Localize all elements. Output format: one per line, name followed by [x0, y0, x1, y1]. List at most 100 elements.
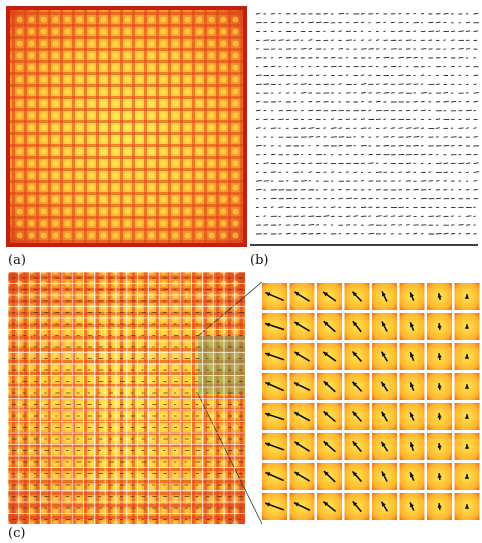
vector: [459, 57, 464, 58]
vector: [279, 225, 281, 226]
vector: [474, 207, 476, 208]
vector: [309, 145, 311, 146]
vector: [399, 13, 402, 14]
vector: [294, 40, 300, 41]
panel-label: (b): [250, 253, 268, 268]
vector: [316, 207, 318, 208]
vector: [369, 216, 371, 217]
vector: [391, 119, 396, 120]
vector: [406, 225, 409, 226]
vector: [459, 66, 461, 67]
vector: [399, 145, 404, 146]
vector: [361, 163, 365, 164]
vector: [264, 110, 267, 111]
vector: [361, 145, 367, 146]
vector: [339, 66, 342, 67]
vector: [384, 49, 387, 50]
vector: [414, 128, 419, 129]
vector: [459, 128, 464, 129]
vector: [384, 145, 390, 146]
vector: [391, 216, 395, 217]
vector: [406, 22, 409, 23]
vector: [286, 198, 292, 199]
vector: [474, 181, 478, 182]
vector: [309, 163, 313, 164]
vector: [346, 233, 349, 234]
vector: [466, 233, 470, 234]
heatmap-grid: [8, 8, 245, 245]
vector: [301, 75, 304, 76]
vector: [264, 128, 266, 129]
vector: [294, 49, 297, 50]
zoom-panel: [262, 283, 480, 520]
vector: [436, 163, 442, 164]
vector: [256, 172, 259, 173]
vector: [369, 207, 373, 208]
vector: [414, 145, 419, 146]
panel-label: (a): [8, 253, 26, 268]
vector: [324, 22, 329, 23]
vector: [346, 31, 351, 32]
panel-label: (c): [8, 526, 25, 541]
vector: [256, 145, 262, 146]
vector: [309, 207, 313, 208]
vector: [279, 101, 282, 102]
vector: [346, 225, 350, 226]
vector: [384, 93, 390, 94]
vector: [474, 75, 479, 76]
vector: [429, 110, 431, 111]
vector: [474, 189, 478, 190]
vector: [256, 189, 261, 190]
vector: [331, 66, 337, 67]
vector: [459, 189, 462, 190]
zoom-region: [198, 336, 245, 394]
vector: [324, 163, 328, 164]
vector: [309, 172, 312, 173]
vector: [264, 216, 266, 217]
vector: [354, 22, 359, 23]
vector: [414, 163, 416, 164]
figure: (a) (b) (c): [0, 0, 482, 543]
vector: [331, 31, 335, 32]
vector: [406, 163, 411, 164]
vector: [399, 93, 404, 94]
vector: [384, 137, 389, 138]
vector: [264, 84, 270, 85]
vector: [444, 145, 450, 146]
vector: [301, 22, 304, 23]
vector: [294, 84, 298, 85]
vector: [466, 154, 471, 155]
vector: [376, 57, 380, 58]
vector: [444, 40, 446, 41]
vector: [271, 198, 277, 199]
vector: [256, 181, 262, 182]
vector: [459, 101, 461, 102]
vector: [369, 49, 374, 50]
vector: [376, 137, 379, 138]
vector: [436, 198, 441, 199]
vector: [466, 216, 471, 217]
vector: [436, 233, 442, 234]
vector: [331, 49, 334, 50]
vector: [294, 13, 297, 14]
panel-a: [8, 8, 245, 245]
vector: [444, 181, 447, 182]
vector: [369, 154, 373, 155]
vector: [256, 75, 262, 76]
vector: [369, 110, 371, 111]
vector: [309, 110, 314, 111]
vector: [339, 128, 343, 129]
vector: [429, 181, 434, 182]
vector: [384, 163, 387, 164]
vector: [451, 31, 455, 32]
vector: [406, 57, 411, 58]
vector: [316, 110, 321, 111]
vector: [346, 189, 350, 190]
vector: [376, 93, 380, 94]
vector: [421, 84, 423, 85]
vector: [369, 128, 372, 129]
vector: [421, 181, 426, 182]
vector: [286, 181, 288, 182]
vector: [346, 119, 350, 120]
vector: [354, 93, 357, 94]
